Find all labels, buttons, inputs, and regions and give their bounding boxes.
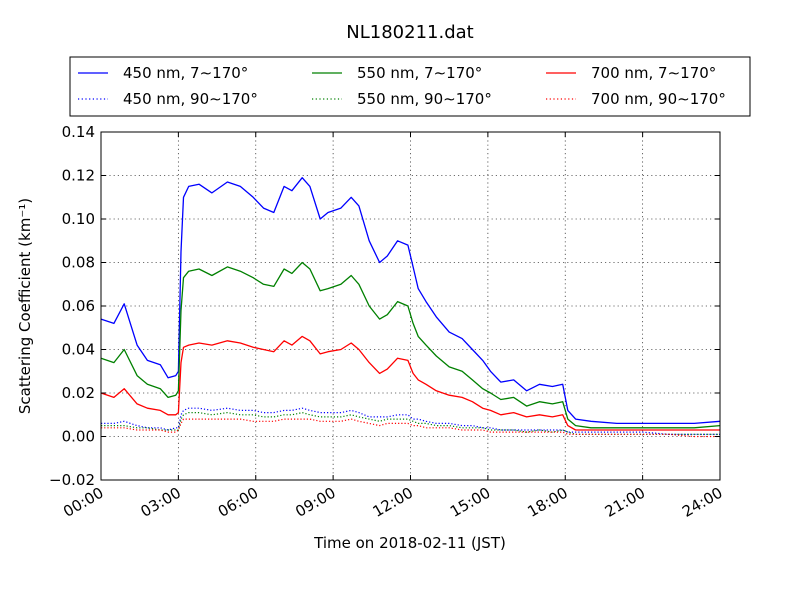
y-tick-label: 0.08 bbox=[62, 254, 95, 272]
legend-label: 700 nm, 7∼170° bbox=[591, 64, 716, 82]
y-tick-label: 0.10 bbox=[62, 210, 95, 228]
series-line bbox=[100, 335, 720, 431]
legend-label: 700 nm, 90∼170° bbox=[591, 90, 726, 108]
y-tick-label: 0.06 bbox=[62, 297, 95, 315]
series-line bbox=[101, 407, 720, 435]
y-tick-label: 0.12 bbox=[62, 167, 95, 185]
y-tick-labels: −0.02 0.00 0.02 0.04 0.06 0.08 0.10 0.12 0.14 bbox=[49, 123, 95, 489]
y-tick-label: 0.02 bbox=[62, 384, 95, 402]
series-line bbox=[101, 412, 720, 435]
legend-label: 550 nm, 7∼170° bbox=[357, 64, 482, 82]
series-line bbox=[100, 177, 721, 425]
y-tick-label: 0.04 bbox=[62, 341, 95, 359]
series-line bbox=[100, 261, 721, 429]
x-axis-label: Time on 2018-02-11 (JST) bbox=[313, 534, 506, 552]
axis-ticks bbox=[100, 131, 721, 481]
legend: 450 nm, 7∼170° 550 nm, 7∼170° 700 nm, 7∼17… bbox=[69, 56, 751, 117]
y-axis-label: Scattering Coefficient (km⁻¹) bbox=[16, 198, 34, 414]
legend-label: 450 nm, 90∼170° bbox=[123, 90, 258, 108]
legend-box bbox=[69, 56, 751, 117]
y-tick-label: −0.02 bbox=[49, 471, 95, 489]
series-line bbox=[101, 418, 720, 438]
legend-label: 450 nm, 7∼170° bbox=[123, 64, 248, 82]
y-tick-label: 0.14 bbox=[62, 123, 95, 141]
grid-lines bbox=[101, 132, 720, 480]
chart-title: NL180211.dat bbox=[346, 22, 473, 43]
plot-series bbox=[100, 177, 721, 438]
y-tick-label: 0.00 bbox=[62, 428, 95, 446]
legend-label: 550 nm, 90∼170° bbox=[357, 90, 492, 108]
